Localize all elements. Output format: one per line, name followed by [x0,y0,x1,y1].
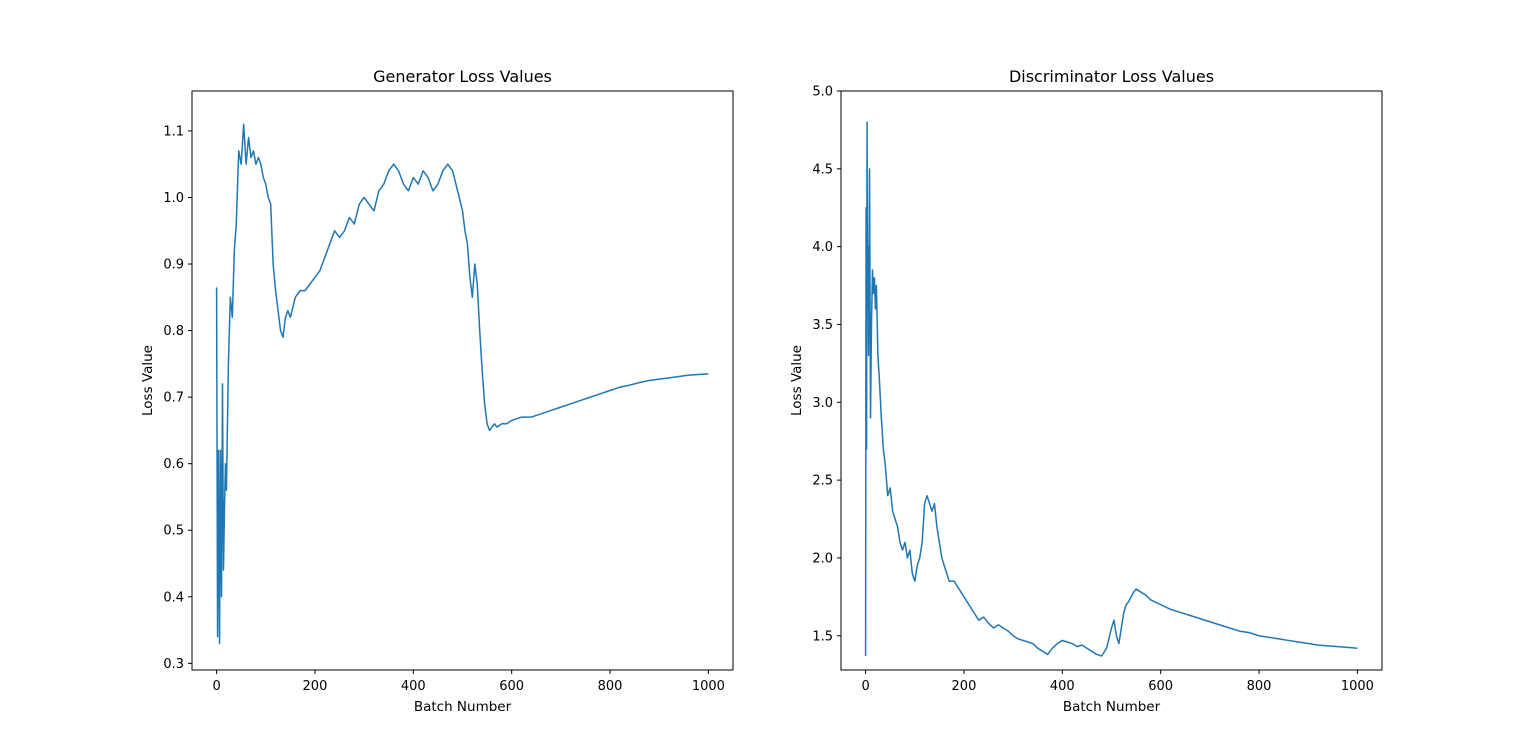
x-tick-label: 1000 [692,679,725,694]
x-tick-label: 200 [952,679,977,694]
y-axis-label: Loss Value [789,345,805,416]
x-tick-label: 800 [598,679,623,694]
y-tick-label: 3.0 [812,396,833,411]
axes-frame [191,90,734,671]
axes-frame [840,90,1383,671]
y-tick-label: 0.4 [163,590,184,605]
y-tick-label: 3.5 [812,318,833,333]
y-tick-label: 0.6 [163,457,184,472]
chart-panel-0: 0 200 400 600 800 1000 0.3 0.4 0.5 0.6 0.7 0.8 0.9 1.… [140,67,734,715]
y-tick-label: 0.8 [163,324,184,339]
y-tick-label: 0.9 [163,258,184,273]
y-tick-label: 4.5 [812,162,833,177]
y-tick-label: 1.5 [812,629,833,644]
x-axis-label: Batch Number [414,699,512,715]
y-tick-label: 0.5 [163,524,184,539]
y-axis-label: Loss Value [140,345,156,416]
series-line [864,121,1358,657]
x-tick-label: 200 [303,679,328,694]
y-tick-label: 1.0 [163,191,184,206]
chart-title: Discriminator Loss Values [1009,67,1214,86]
x-tick-label: 1000 [1341,679,1374,694]
x-tick-label: 600 [1148,679,1173,694]
x-tick-label: 600 [499,679,524,694]
y-tick-label: 0.7 [163,391,184,406]
x-tick-label: 800 [1247,679,1272,694]
y-tick-label: 1.1 [163,124,184,139]
chart-panel-1: 0 200 400 600 800 1000 1.5 2.0 2.5 3.0 3.5 4.0 4.5 5.… [789,67,1383,715]
y-tick-label: 5.0 [812,85,833,100]
y-tick-label: 0.3 [163,657,184,672]
x-tick-label: 400 [1050,679,1075,694]
series-line [215,123,709,645]
y-tick-label: 2.0 [812,551,833,566]
x-tick-label: 400 [401,679,426,694]
x-tick-label: 0 [861,679,869,694]
y-tick-label: 4.0 [812,240,833,255]
x-axis-label: Batch Number [1063,699,1161,715]
chart-title: Generator Loss Values [373,67,552,86]
x-tick-label: 0 [212,679,220,694]
y-tick-label: 2.5 [812,474,833,489]
